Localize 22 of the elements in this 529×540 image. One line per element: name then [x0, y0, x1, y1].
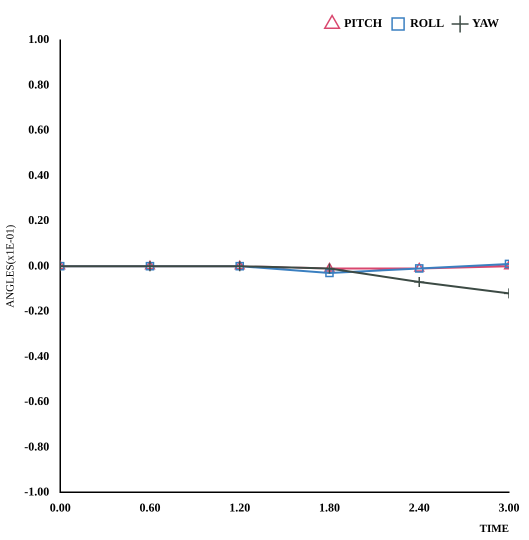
- y-tick-label: -0.20: [24, 304, 50, 318]
- legend-label: YAW: [472, 16, 500, 30]
- y-tick-label: -0.80: [24, 439, 50, 454]
- x-axis-title: TIME: [480, 523, 509, 536]
- x-tick-label: 0.00: [50, 500, 71, 515]
- y-tick-label: -0.60: [24, 394, 50, 408]
- y-tick-label: 0.00: [28, 258, 50, 272]
- y-tick-label: -0.40: [24, 348, 50, 363]
- x-tick-label: 1.20: [229, 500, 250, 515]
- legend-label: ROLL: [410, 16, 444, 30]
- x-tick-label: 1.80: [318, 500, 340, 515]
- y-tick-label: 1.00: [28, 32, 50, 46]
- x-tick-label: 3.00: [498, 500, 520, 515]
- y-tick-label: 0.20: [28, 213, 50, 228]
- y-tick-label: 0.80: [28, 77, 50, 92]
- legend-label: PITCH: [344, 16, 383, 30]
- y-tick-label: 0.40: [28, 168, 50, 182]
- y-tick-label: 0.60: [28, 122, 50, 137]
- y-tick-label: -1.00: [24, 484, 50, 498]
- x-tick-label: 2.40: [408, 500, 430, 515]
- y-axis-title: ANGLES(x1E-01): [4, 224, 16, 308]
- x-tick-label: 0.60: [139, 500, 160, 515]
